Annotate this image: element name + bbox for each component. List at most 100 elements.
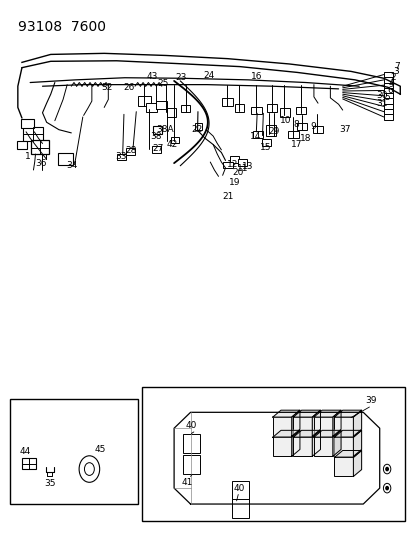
Bar [58, 152, 73, 165]
Text: 16: 16 [250, 72, 261, 81]
Text: 6: 6 [387, 86, 392, 95]
Text: 8: 8 [293, 120, 299, 129]
Bar [296, 107, 305, 114]
Text: 17: 17 [290, 140, 301, 149]
Bar [223, 161, 233, 168]
Bar [10, 399, 138, 504]
Text: 2: 2 [389, 73, 395, 82]
Text: 38: 38 [150, 132, 161, 141]
Bar [31, 140, 49, 154]
Bar [272, 417, 291, 436]
Text: 7: 7 [393, 62, 399, 70]
Polygon shape [291, 410, 299, 436]
Bar [22, 458, 36, 469]
Polygon shape [291, 430, 299, 456]
Bar [293, 417, 311, 436]
Bar [272, 437, 291, 456]
Text: 42: 42 [166, 140, 178, 149]
Text: 15: 15 [259, 143, 271, 152]
Text: 39: 39 [365, 397, 376, 406]
Text: 9: 9 [309, 122, 315, 131]
Polygon shape [334, 430, 361, 437]
Polygon shape [313, 410, 340, 417]
Polygon shape [353, 410, 361, 436]
Bar [152, 126, 162, 134]
Text: 43: 43 [146, 72, 157, 81]
Bar [152, 146, 161, 152]
Circle shape [385, 467, 387, 471]
Text: 20: 20 [232, 167, 243, 176]
Polygon shape [334, 410, 361, 417]
Bar [312, 126, 322, 133]
Text: 4: 4 [387, 79, 393, 88]
Bar [334, 437, 353, 456]
Bar [237, 159, 247, 166]
Text: 22: 22 [191, 125, 202, 134]
Text: 19: 19 [229, 178, 240, 187]
Bar [383, 88, 392, 93]
Polygon shape [293, 410, 320, 417]
Polygon shape [272, 410, 299, 417]
Bar [383, 72, 392, 77]
Text: 36: 36 [35, 159, 47, 168]
Bar [183, 455, 200, 474]
Bar [383, 93, 392, 99]
Bar [21, 119, 34, 127]
Text: 5: 5 [383, 93, 389, 102]
Text: 13: 13 [242, 163, 253, 171]
Polygon shape [334, 450, 361, 457]
Bar [383, 109, 392, 114]
Bar [138, 96, 151, 107]
Text: 32: 32 [101, 83, 112, 92]
Bar [231, 481, 248, 501]
Bar [383, 114, 392, 119]
Polygon shape [174, 413, 379, 504]
Bar [171, 136, 178, 143]
Polygon shape [311, 410, 320, 436]
Polygon shape [353, 450, 361, 477]
Bar [288, 131, 298, 138]
Text: 40: 40 [233, 484, 244, 494]
Polygon shape [332, 430, 340, 456]
Bar [313, 417, 332, 436]
Bar [383, 83, 392, 88]
Bar [231, 499, 248, 519]
Bar [23, 127, 43, 141]
Bar [126, 148, 134, 155]
Text: 25: 25 [157, 78, 168, 87]
Text: 41: 41 [181, 478, 192, 487]
Text: 18: 18 [299, 134, 311, 143]
Bar [334, 457, 353, 477]
Bar [383, 104, 392, 109]
Circle shape [385, 487, 387, 490]
Text: 12: 12 [226, 160, 237, 168]
Bar [183, 433, 200, 453]
Text: 31: 31 [375, 99, 387, 108]
Bar [383, 99, 392, 104]
Text: 14: 14 [249, 132, 261, 141]
Polygon shape [332, 410, 340, 436]
Bar [17, 141, 27, 149]
Bar [265, 125, 276, 135]
Text: 23: 23 [175, 73, 186, 82]
Text: 34: 34 [66, 161, 77, 169]
Bar [142, 387, 404, 521]
Bar [156, 101, 167, 109]
Text: 35: 35 [44, 479, 55, 488]
Text: 29: 29 [268, 127, 280, 136]
Polygon shape [293, 430, 320, 437]
Polygon shape [353, 430, 361, 456]
Bar [166, 109, 176, 117]
Polygon shape [311, 430, 320, 456]
Bar [313, 437, 332, 456]
Text: 40: 40 [185, 421, 197, 430]
Text: 26: 26 [123, 83, 135, 92]
Bar [296, 123, 306, 130]
Text: 45: 45 [94, 445, 105, 454]
Text: 10: 10 [280, 116, 291, 125]
Text: 11: 11 [237, 165, 248, 173]
Bar [334, 417, 353, 436]
Bar [250, 107, 261, 114]
Bar [146, 103, 157, 112]
Bar [222, 98, 233, 107]
